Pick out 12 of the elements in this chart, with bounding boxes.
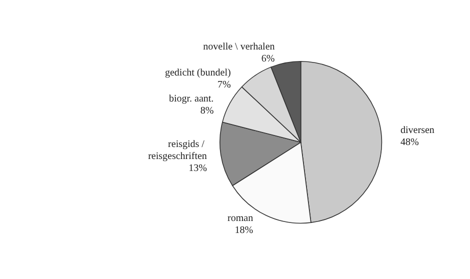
slice-label: diversen bbox=[400, 125, 434, 136]
data-label: 48% bbox=[400, 137, 419, 148]
slice-label: novelle \ verhalen bbox=[203, 41, 275, 52]
slice-label: gedicht (bundel) bbox=[164, 67, 231, 78]
data-label: 18% bbox=[234, 225, 254, 236]
data-label: 8% bbox=[200, 105, 214, 116]
slice-label: biogr. aant. bbox=[168, 93, 214, 104]
data-label: 13% bbox=[188, 163, 207, 174]
slice-label: reisgids / reisgeschriften bbox=[148, 139, 207, 162]
data-label: 6% bbox=[261, 53, 275, 64]
slice-label: roman bbox=[228, 213, 254, 224]
data-label: 7% bbox=[217, 79, 231, 90]
